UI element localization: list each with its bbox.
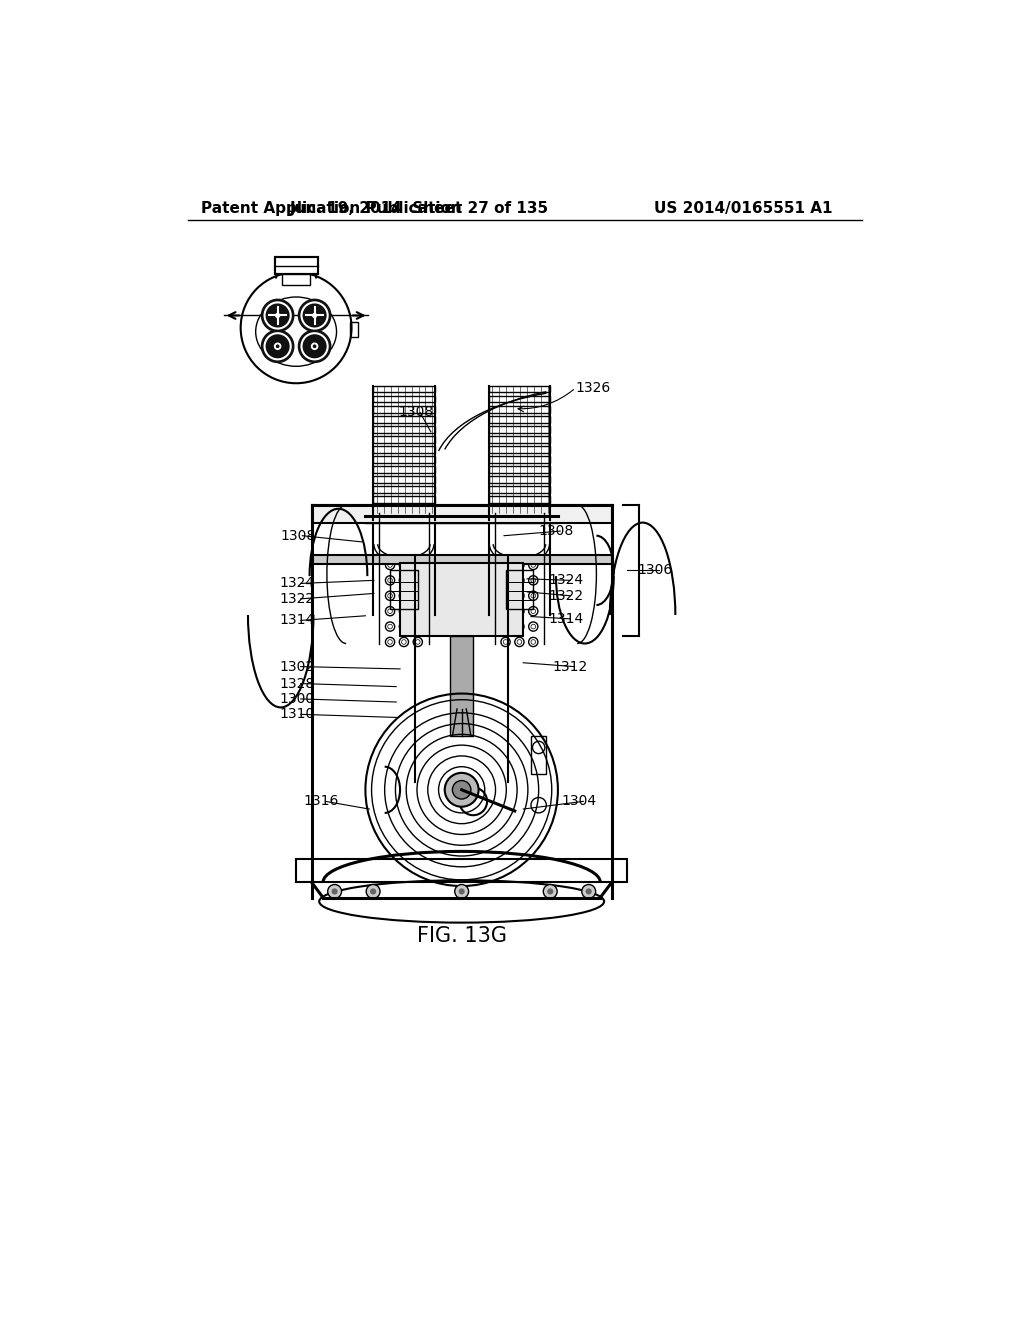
Circle shape (459, 888, 465, 895)
Bar (373, 475, 435, 483)
Bar (350, 322, 357, 337)
Bar (283, 275, 310, 285)
Bar (488, 416, 550, 422)
Circle shape (444, 774, 478, 807)
Bar (488, 436, 550, 442)
Circle shape (312, 314, 316, 317)
Text: Jun. 19, 2014  Sheet 27 of 135: Jun. 19, 2014 Sheet 27 of 135 (290, 201, 549, 216)
Bar (274, 257, 317, 275)
Bar (488, 396, 550, 403)
Bar (373, 466, 435, 473)
Bar (373, 496, 435, 503)
Bar (488, 405, 550, 412)
Bar (373, 455, 435, 462)
Bar (373, 436, 435, 442)
Circle shape (298, 300, 331, 331)
Bar (488, 385, 550, 392)
Bar (373, 425, 435, 433)
Bar (488, 425, 550, 433)
Bar (373, 396, 435, 403)
Circle shape (370, 888, 376, 895)
Bar (506, 570, 534, 609)
Text: 1306: 1306 (637, 564, 673, 577)
Bar (488, 506, 550, 512)
Bar (311, 554, 611, 564)
Text: 1324: 1324 (280, 577, 314, 590)
Text: Patent Application Publication: Patent Application Publication (202, 201, 462, 216)
Text: US 2014/0165551 A1: US 2014/0165551 A1 (654, 201, 833, 216)
Bar (373, 405, 435, 412)
Circle shape (261, 330, 294, 363)
Bar (451, 636, 473, 737)
Bar (488, 475, 550, 483)
Bar (488, 446, 550, 453)
Bar (373, 385, 435, 392)
Circle shape (313, 345, 315, 347)
Circle shape (328, 884, 342, 899)
Bar (373, 416, 435, 422)
Bar (488, 466, 550, 473)
Bar (373, 486, 435, 492)
Circle shape (274, 343, 281, 350)
Circle shape (332, 888, 338, 895)
Circle shape (547, 888, 553, 895)
Circle shape (453, 780, 471, 799)
Text: FIG. 13G: FIG. 13G (417, 927, 507, 946)
Circle shape (311, 343, 317, 350)
Text: 1300: 1300 (280, 692, 314, 706)
Text: 1302: 1302 (280, 660, 314, 673)
Bar (296, 859, 628, 882)
Bar (274, 257, 317, 275)
Bar (488, 496, 550, 503)
Circle shape (586, 888, 592, 895)
Text: 1322: 1322 (280, 591, 314, 606)
Text: 1304: 1304 (562, 795, 597, 808)
Bar (390, 570, 418, 609)
Bar (366, 516, 558, 523)
Circle shape (582, 884, 596, 899)
Text: 1324: 1324 (549, 573, 584, 587)
Text: 1308: 1308 (539, 524, 573, 539)
Circle shape (275, 314, 280, 317)
Circle shape (261, 300, 294, 331)
Text: 1310: 1310 (280, 708, 314, 721)
Bar (488, 455, 550, 462)
Bar (488, 486, 550, 492)
Text: 1314: 1314 (549, 612, 584, 626)
Circle shape (298, 330, 331, 363)
Circle shape (455, 884, 469, 899)
Text: 1328: 1328 (280, 677, 314, 690)
Circle shape (544, 884, 557, 899)
Text: 1308: 1308 (281, 529, 316, 543)
Text: 1314: 1314 (280, 614, 314, 627)
Text: 1322: 1322 (549, 589, 584, 603)
Text: 1316: 1316 (304, 795, 339, 808)
Bar (400, 562, 523, 636)
Bar (311, 506, 611, 523)
Bar (531, 737, 547, 775)
Text: 1326: 1326 (575, 381, 611, 395)
Circle shape (276, 345, 279, 347)
Bar (373, 506, 435, 512)
Text: 1312: 1312 (553, 660, 588, 673)
Text: 1308: 1308 (398, 405, 434, 420)
Circle shape (367, 884, 380, 899)
Bar (373, 446, 435, 453)
